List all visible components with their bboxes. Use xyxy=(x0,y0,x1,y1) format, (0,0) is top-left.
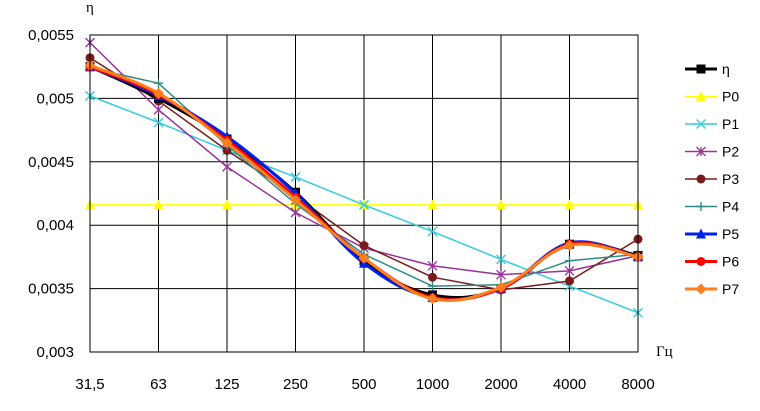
legend-label: P7 xyxy=(722,281,739,297)
data-point xyxy=(564,239,575,251)
legend-label: P4 xyxy=(722,199,739,215)
legend-item: η xyxy=(685,61,730,77)
legend-label: P0 xyxy=(722,89,739,105)
legend-marker xyxy=(696,119,706,129)
legend-label: P2 xyxy=(722,144,739,160)
legend-item: P3 xyxy=(685,171,739,187)
legend-marker xyxy=(696,202,706,211)
data-point xyxy=(358,252,370,264)
plot-area-border xyxy=(89,34,639,353)
data-point xyxy=(427,260,438,271)
data-point xyxy=(495,281,507,293)
legend-marker xyxy=(696,64,706,74)
data-point xyxy=(290,172,301,183)
legend-item: P7 xyxy=(685,281,739,297)
y-tick-label: 0,0055 xyxy=(28,27,74,44)
data-point xyxy=(496,254,506,265)
legend: η P0 P1 P2 P3 P4 P5 P6 P7 xyxy=(685,61,739,297)
y-tick-labels: 0,003 0,0035 0,004 0,0045 0,005 0,0055 xyxy=(28,27,74,361)
data-point xyxy=(427,293,438,305)
legend-item: P2 xyxy=(685,144,739,160)
data-point xyxy=(359,240,369,250)
grid-lines xyxy=(89,34,639,353)
x-tick-label: 125 xyxy=(214,376,239,393)
data-point xyxy=(290,207,301,218)
x-tick-label: 31,5 xyxy=(75,376,104,393)
data-point xyxy=(221,137,233,149)
data-point xyxy=(153,104,164,115)
y-tick-label: 0,0035 xyxy=(28,281,74,298)
data-point xyxy=(290,194,301,206)
data-point xyxy=(359,199,369,210)
y-tick-label: 0,0045 xyxy=(28,154,74,171)
data-point xyxy=(565,256,574,266)
x-tick-labels: 31,5 63 125 250 500 1000 2000 4000 8000 xyxy=(75,376,654,393)
legend-label: P6 xyxy=(722,254,739,270)
x-axis-unit-label: Гц xyxy=(656,344,673,360)
data-point xyxy=(153,199,164,210)
legend-marker xyxy=(696,228,706,239)
legend-marker xyxy=(696,257,706,266)
data-point xyxy=(427,199,438,210)
data-point xyxy=(428,272,437,282)
data-point xyxy=(496,199,506,210)
data-point xyxy=(153,117,164,128)
data-point xyxy=(565,276,574,286)
legend-item: P6 xyxy=(685,254,739,270)
legend-label: P1 xyxy=(722,116,739,132)
data-point xyxy=(496,269,506,280)
legend-item: P1 xyxy=(685,116,739,132)
legend-label: P5 xyxy=(722,226,739,242)
x-tick-label: 2000 xyxy=(484,376,517,393)
x-tick-label: 63 xyxy=(150,376,167,393)
x-tick-label: 500 xyxy=(351,376,376,393)
data-point xyxy=(154,78,163,88)
legend-item: P0 xyxy=(685,89,739,105)
x-tick-label: 250 xyxy=(283,376,308,393)
legend-item: P4 xyxy=(685,199,739,215)
x-tick-label: 1000 xyxy=(416,376,449,393)
data-point xyxy=(564,265,575,276)
y-tick-label: 0,003 xyxy=(36,344,74,361)
data-point xyxy=(153,87,164,99)
legend-label: η xyxy=(722,61,730,77)
legend-item: P5 xyxy=(685,226,739,242)
x-tick-label: 8000 xyxy=(621,376,654,393)
y-axis-label: η xyxy=(86,0,94,16)
data-point xyxy=(222,199,232,210)
y-tick-label: 0,004 xyxy=(36,217,74,234)
data-point xyxy=(222,161,232,172)
series-layer xyxy=(84,37,644,318)
legend-marker xyxy=(696,91,706,101)
y-tick-label: 0,005 xyxy=(36,90,74,107)
data-point xyxy=(428,281,437,291)
legend-marker xyxy=(696,174,706,184)
legend-marker xyxy=(696,146,706,157)
series-P7 xyxy=(84,59,644,305)
legend-marker xyxy=(695,283,707,295)
data-point xyxy=(427,226,438,237)
data-point xyxy=(564,199,575,210)
x-tick-label: 4000 xyxy=(553,376,586,393)
legend-label: P3 xyxy=(722,171,739,187)
